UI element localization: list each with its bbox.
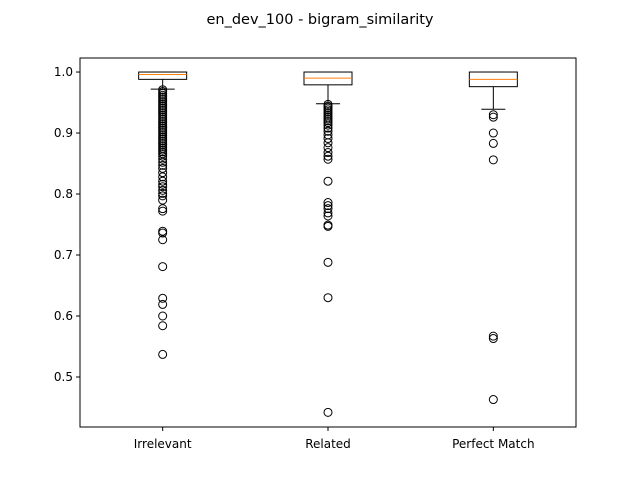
- outlier-point: [158, 262, 168, 272]
- x-tick-label: Perfect Match: [452, 437, 534, 451]
- y-tick-label: 0.9: [54, 126, 73, 140]
- outlier-point: [158, 228, 168, 238]
- x-axis: Irrelevant Related Perfect Match: [134, 427, 535, 451]
- outlier-point: [323, 204, 333, 214]
- y-tick-label: 0.5: [54, 370, 73, 384]
- outlier-point: [323, 120, 333, 130]
- y-tick-label: 0.8: [54, 187, 73, 201]
- outlier-point: [488, 395, 498, 405]
- outlier-point: [158, 349, 168, 359]
- outlier-point: [323, 176, 333, 186]
- outlier-point: [158, 176, 168, 186]
- outlier-point: [158, 168, 168, 178]
- outlier-point: [323, 257, 333, 267]
- y-tick-label: 0.7: [54, 248, 73, 262]
- outlier-point: [488, 110, 498, 120]
- outlier-point: [158, 206, 168, 216]
- outlier-point: [488, 138, 498, 148]
- outlier-point: [158, 191, 168, 201]
- outlier-point: [323, 293, 333, 303]
- outlier-point: [158, 172, 168, 182]
- outlier-point: [158, 160, 168, 170]
- box: [138, 71, 188, 80]
- outlier-point: [323, 208, 333, 218]
- outlier-point: [158, 149, 168, 159]
- outlier-point: [323, 148, 333, 158]
- chart-title: en_dev_100 - bigram_similarity: [206, 12, 433, 28]
- box-group: [138, 71, 188, 359]
- outlier-point: [488, 128, 498, 138]
- outlier-point: [323, 126, 333, 136]
- outlier-point: [158, 182, 168, 192]
- outlier-point: [323, 134, 333, 144]
- outlier-point: [323, 201, 333, 211]
- outlier-point: [488, 155, 498, 165]
- outlier-point: [158, 204, 168, 214]
- outlier-point: [158, 188, 168, 198]
- outlier-point: [158, 179, 168, 189]
- outlier-point: [323, 118, 333, 128]
- outlier-point: [158, 185, 168, 195]
- outlier-point: [323, 154, 333, 164]
- outlier-point: [323, 143, 333, 153]
- box-group: [468, 71, 518, 405]
- outlier-point: [323, 151, 333, 161]
- outlier-point: [158, 311, 168, 321]
- outlier-point: [488, 334, 498, 344]
- outlier-point: [323, 221, 333, 231]
- y-tick-label: 1.0: [54, 65, 73, 79]
- outlier-point: [158, 299, 168, 309]
- outlier-point: [323, 211, 333, 221]
- outlier-point: [158, 293, 168, 303]
- outlier-point: [158, 195, 168, 205]
- outlier-point: [323, 198, 333, 208]
- box-group: [303, 71, 353, 417]
- outlier-point: [488, 112, 498, 122]
- outlier-point: [158, 235, 168, 245]
- x-tick-label: Irrelevant: [134, 437, 192, 451]
- outlier-point: [158, 154, 168, 164]
- outlier-point: [158, 163, 168, 173]
- outlier-point: [158, 321, 168, 331]
- outlier-point: [323, 123, 333, 133]
- y-tick-label: 0.6: [54, 309, 73, 323]
- outlier-point: [488, 331, 498, 341]
- outlier-point: [158, 151, 168, 161]
- outlier-point: [158, 157, 168, 167]
- y-axis: 0.5 0.6 0.7 0.8 0.9 1.0: [54, 65, 80, 384]
- outlier-point: [323, 407, 333, 417]
- box-plots: [138, 71, 518, 417]
- x-tick-label: Related: [305, 437, 351, 451]
- outlier-point: [323, 138, 333, 148]
